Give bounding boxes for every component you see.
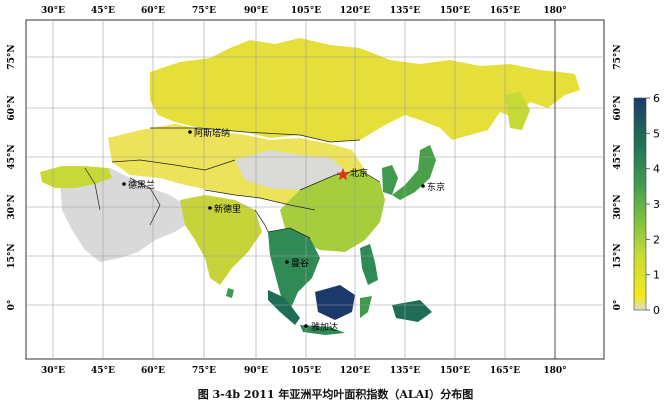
city-jakarta: 雅加达 <box>304 321 338 333</box>
city-beijing: 北京 <box>336 167 368 181</box>
city-label: 新德里 <box>214 203 241 215</box>
lon-label: 90°E <box>244 366 268 376</box>
star-marker <box>336 168 350 181</box>
cities: 北京 东京 阿斯塔纳 德黑兰 新德里 曼谷 雅加达 <box>122 127 445 333</box>
lon-label: 75°E <box>192 366 216 376</box>
lat-label: 30°N <box>613 194 623 219</box>
lon-label: 75°E <box>192 6 216 16</box>
lat-labels-left: 75°N 60°N 45°N 30°N 15°N 0° <box>7 44 17 310</box>
lon-label: 105°E <box>291 366 321 376</box>
figure-caption: 图 3-4b 2011 年亚洲平均叶面积指数（ALAI）分布图 <box>197 388 474 401</box>
city-tokyo: 东京 <box>421 181 445 193</box>
lon-label: 150°E <box>440 6 470 16</box>
lon-labels-bottom: 30°E 45°E 60°E 75°E 90°E 105°E 120°E 135… <box>41 366 567 376</box>
colorbar: 0 1 2 3 4 5 6 <box>633 92 660 317</box>
lon-label: 150°E <box>440 366 470 376</box>
lat-label: 60°N <box>613 95 623 120</box>
lon-label: 180° <box>543 6 566 16</box>
indochina-landmass <box>268 228 320 310</box>
city-marker <box>122 182 126 186</box>
lon-label: 180° <box>543 366 566 376</box>
colorbar-ticks <box>646 97 650 311</box>
lon-label: 60°E <box>141 6 165 16</box>
lon-label: 120°E <box>340 6 370 16</box>
country-borders <box>84 127 381 239</box>
city-astana: 阿斯塔纳 <box>188 127 230 139</box>
lat-labels-right: 75°N 60°N 45°N 30°N 15°N 0° <box>613 44 623 310</box>
lon-labels-top: 30°E 45°E 60°E 75°E 90°E 105°E 120°E 135… <box>41 6 567 16</box>
city-label: 北京 <box>350 167 368 179</box>
graticule <box>26 20 604 359</box>
lat-label: 45°N <box>613 144 623 169</box>
lat-label: 30°N <box>7 194 17 219</box>
lon-label: 90°E <box>244 6 268 16</box>
lat-label: 0° <box>613 300 623 311</box>
india-landmass <box>180 195 262 285</box>
lat-label: 15°N <box>7 243 17 268</box>
city-marker <box>285 260 289 264</box>
colorbar-tick-label: 5 <box>653 127 660 140</box>
colorbar-tick-label: 3 <box>653 198 660 211</box>
city-label: 阿斯塔纳 <box>194 127 230 139</box>
lat-label: 45°N <box>7 144 17 169</box>
lon-label: 30°E <box>41 6 65 16</box>
lat-label: 15°N <box>613 243 623 268</box>
city-marker <box>188 130 192 134</box>
city-tehran: 德黑兰 <box>122 179 155 191</box>
lon-label: 120°E <box>340 366 370 376</box>
colorbar-tick-label: 1 <box>653 269 660 282</box>
borneo-landmass <box>315 285 355 320</box>
city-marker <box>208 206 212 210</box>
desert-region <box>235 150 345 190</box>
city-marker <box>304 324 308 328</box>
colorbar-tick-label: 2 <box>653 233 660 246</box>
lon-label: 165°E <box>490 6 520 16</box>
lon-label: 30°E <box>41 366 65 376</box>
city-bangkok: 曼谷 <box>285 258 309 269</box>
colorbar-tick-label: 0 <box>653 304 660 317</box>
lat-label: 75°N <box>7 44 17 69</box>
lon-label: 45°E <box>91 6 115 16</box>
lon-label: 135°E <box>390 366 420 376</box>
city-label: 德黑兰 <box>128 179 155 191</box>
japan-landmass <box>392 145 436 200</box>
philippines-landmass <box>360 244 378 285</box>
middle-east-landmass <box>60 168 190 262</box>
korea-landmass <box>382 165 398 195</box>
lon-label: 105°E <box>291 6 321 16</box>
kamchatka-landmass <box>505 92 530 130</box>
java-landmass <box>300 325 345 335</box>
city-label: 雅加达 <box>311 321 338 333</box>
lon-label: 165°E <box>490 366 520 376</box>
lon-label: 60°E <box>141 366 165 376</box>
lat-label: 60°N <box>7 95 17 120</box>
lon-label: 45°E <box>91 366 115 376</box>
colorbar-tick-label: 4 <box>653 163 660 176</box>
city-label: 曼谷 <box>291 258 309 269</box>
city-new-delhi: 新德里 <box>208 203 241 215</box>
city-marker <box>421 184 425 188</box>
sulawesi-landmass <box>360 296 372 318</box>
sumatra-landmass <box>268 290 300 325</box>
colorbar-tick-label: 6 <box>653 92 660 105</box>
papua-landmass <box>392 300 432 322</box>
city-label: 东京 <box>427 181 445 193</box>
colorbar-gradient <box>633 97 647 311</box>
lon-label: 135°E <box>390 6 420 16</box>
lat-label: 0° <box>7 300 17 311</box>
siberia-landmass <box>150 38 580 142</box>
sri-lanka-landmass <box>226 288 234 298</box>
lat-label: 75°N <box>613 44 623 69</box>
